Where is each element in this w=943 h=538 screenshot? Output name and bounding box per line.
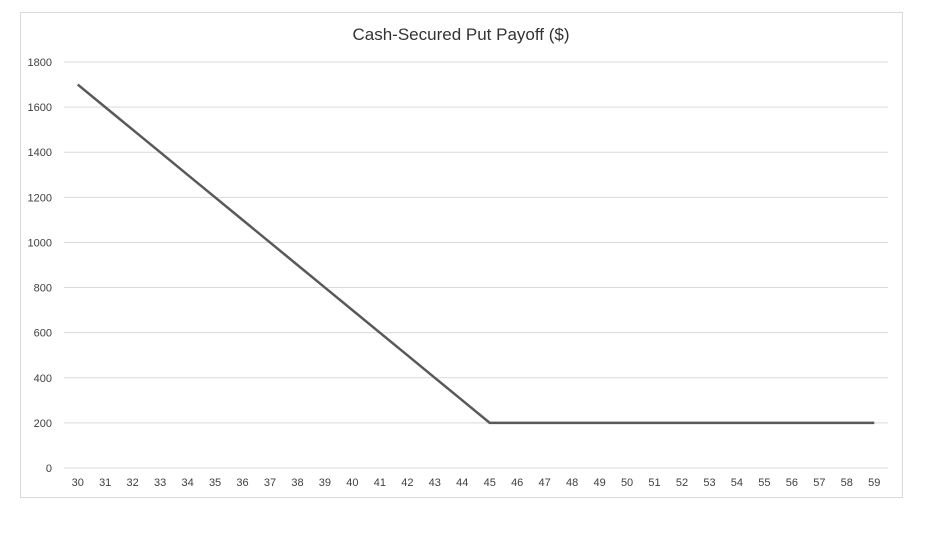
x-tick-label: 53 [703,477,715,489]
y-tick-label: 1400 [28,147,52,159]
y-axis-tick-labels: 0 200 400 600 800 1000 1200 1400 1600 1800 [28,57,52,475]
y-tick-label: 0 [46,463,52,475]
y-tick-label: 800 [34,283,52,295]
x-tick-label: 50 [621,477,633,489]
gridlines [64,61,888,469]
x-tick-label: 44 [456,477,468,489]
x-tick-label: 37 [264,477,276,489]
y-tick-label: 1800 [28,57,52,69]
chart-title: Cash-Secured Put Payoff ($) [352,25,569,44]
x-tick-label: 52 [676,477,688,489]
x-tick-label: 46 [511,477,523,489]
x-tick-label: 58 [841,477,853,489]
y-tick-label: 1600 [28,102,52,114]
x-tick-label: 47 [539,477,551,489]
x-tick-label: 31 [99,477,111,489]
y-tick-label: 600 [34,328,52,340]
x-tick-label: 33 [154,477,166,489]
chart-area [20,12,903,498]
x-axis-tick-labels: 30 31 32 33 34 35 36 37 38 39 40 41 42 43 44 45 46 47 48 49… [72,477,881,489]
x-tick-label: 38 [291,477,303,489]
x-tick-label: 45 [484,477,496,489]
x-tick-label: 30 [72,477,84,489]
series-line [76,83,875,425]
y-tick-label: 200 [34,418,52,430]
y-tick-label: 400 [34,373,52,385]
x-tick-label: 56 [786,477,798,489]
x-tick-label: 41 [374,477,386,489]
x-tick-label: 40 [346,477,358,489]
x-tick-label: 59 [868,477,880,489]
x-tick-label: 39 [319,477,331,489]
y-tick-label: 1000 [28,237,52,249]
y-tick-label: 1200 [28,192,52,204]
x-tick-label: 42 [401,477,413,489]
x-tick-label: 43 [429,477,441,489]
x-tick-label: 55 [758,477,770,489]
x-tick-label: 51 [648,477,660,489]
x-tick-label: 36 [236,477,248,489]
x-tick-label: 48 [566,477,578,489]
x-tick-label: 49 [593,477,605,489]
x-tick-label: 34 [181,477,193,489]
series-layer [76,83,875,425]
x-tick-label: 54 [731,477,743,489]
x-tick-label: 32 [127,477,139,489]
x-tick-label: 57 [813,477,825,489]
x-tick-label: 35 [209,477,221,489]
